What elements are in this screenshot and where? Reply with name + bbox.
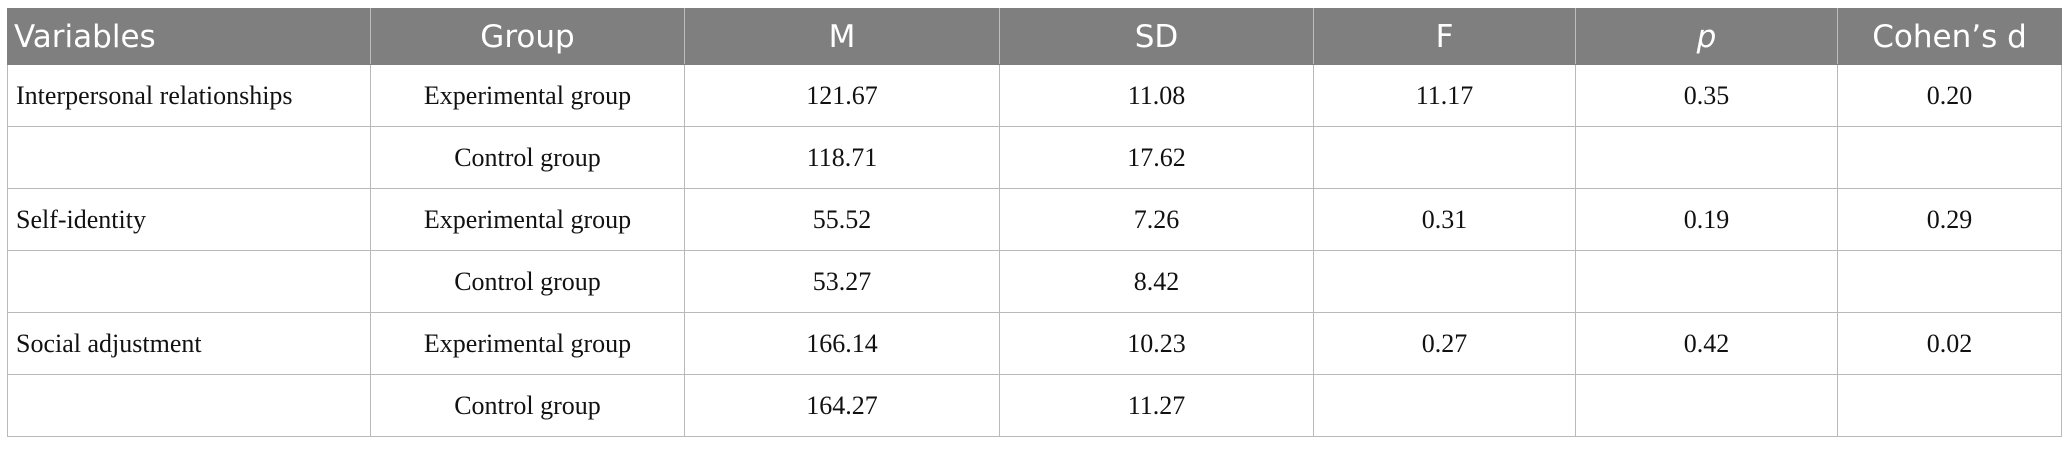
- cell-group: Control group: [370, 126, 685, 189]
- cell-cohens-d: 0.20: [1837, 64, 2062, 127]
- header-row: Variables Group M SD F p Cohen’s d: [7, 8, 2062, 65]
- cell-cohens-d: [1837, 250, 2062, 313]
- cell-p: [1575, 126, 1838, 189]
- cell-sd: 8.42: [999, 250, 1314, 313]
- cell-f: 0.31: [1313, 188, 1576, 251]
- cell-mean: 121.67: [684, 64, 1000, 127]
- table-row: Control group 164.27 11.27: [7, 374, 2062, 437]
- cell-mean: 55.52: [684, 188, 1000, 251]
- cell-mean: 118.71: [684, 126, 1000, 189]
- cell-group: Experimental group: [370, 312, 685, 375]
- results-table-container: Variables Group M SD F p Cohen’s d Inter…: [7, 8, 2062, 437]
- cell-sd: 11.27: [999, 374, 1314, 437]
- cell-mean: 166.14: [684, 312, 1000, 375]
- cell-group: Experimental group: [370, 64, 685, 127]
- cell-p: [1575, 250, 1838, 313]
- cell-variable: [7, 374, 371, 437]
- cell-group: Experimental group: [370, 188, 685, 251]
- cell-variable: Self-identity: [7, 188, 371, 251]
- cell-f: 0.27: [1313, 312, 1576, 375]
- cell-variable: Interpersonal relationships: [7, 64, 371, 127]
- header-cohens-d: Cohen’s d: [1837, 8, 2062, 65]
- cell-f: 11.17: [1313, 64, 1576, 127]
- cell-cohens-d: 0.29: [1837, 188, 2062, 251]
- cell-variable: [7, 126, 371, 189]
- cell-p: 0.19: [1575, 188, 1838, 251]
- table-row: Social adjustment Experimental group 166…: [7, 312, 2062, 375]
- header-f: F: [1313, 8, 1576, 65]
- header-variables: Variables: [7, 8, 371, 65]
- cell-variable: Social adjustment: [7, 312, 371, 375]
- cell-sd: 7.26: [999, 188, 1314, 251]
- cell-f: [1313, 250, 1576, 313]
- table-row: Control group 118.71 17.62: [7, 126, 2062, 189]
- cell-p: 0.42: [1575, 312, 1838, 375]
- cell-group: Control group: [370, 250, 685, 313]
- table-row: Control group 53.27 8.42: [7, 250, 2062, 313]
- cell-cohens-d: 0.02: [1837, 312, 2062, 375]
- cell-cohens-d: [1837, 374, 2062, 437]
- header-group: Group: [370, 8, 685, 65]
- cell-variable: [7, 250, 371, 313]
- cell-sd: 10.23: [999, 312, 1314, 375]
- cell-f: [1313, 126, 1576, 189]
- cell-sd: 17.62: [999, 126, 1314, 189]
- cell-group: Control group: [370, 374, 685, 437]
- cell-f: [1313, 374, 1576, 437]
- cell-mean: 164.27: [684, 374, 1000, 437]
- header-p: p: [1575, 8, 1838, 65]
- header-mean: M: [684, 8, 1000, 65]
- cell-p: [1575, 374, 1838, 437]
- header-sd: SD: [999, 8, 1314, 65]
- table-row: Interpersonal relationships Experimental…: [7, 64, 2062, 127]
- cell-sd: 11.08: [999, 64, 1314, 127]
- table-row: Self-identity Experimental group 55.52 7…: [7, 188, 2062, 251]
- cell-cohens-d: [1837, 126, 2062, 189]
- cell-p: 0.35: [1575, 64, 1838, 127]
- results-table: Variables Group M SD F p Cohen’s d Inter…: [7, 8, 2062, 437]
- cell-mean: 53.27: [684, 250, 1000, 313]
